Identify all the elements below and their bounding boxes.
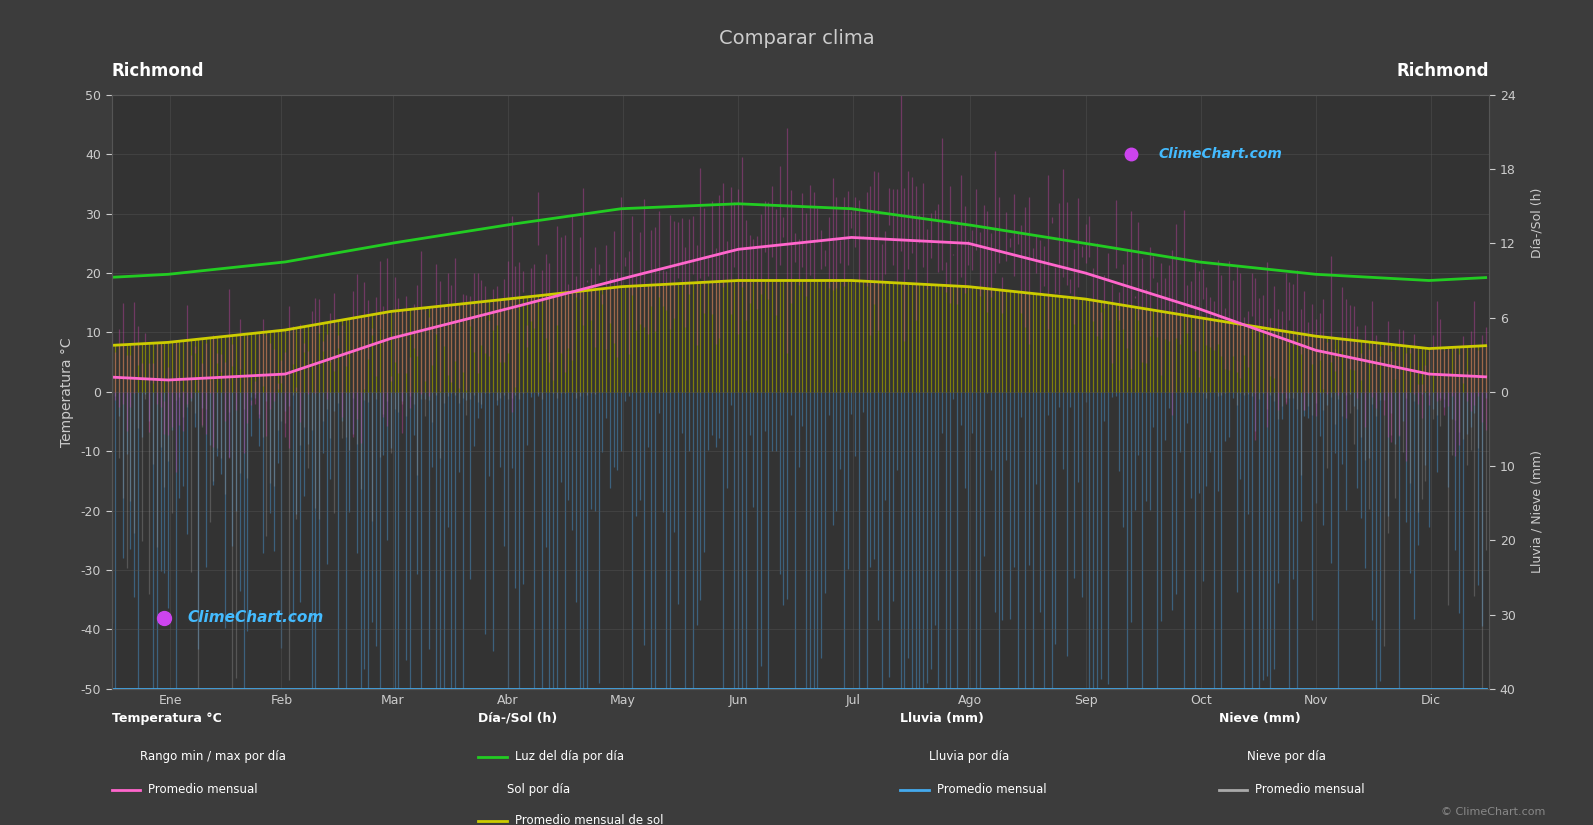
Text: ClimeChart.com: ClimeChart.com — [1158, 148, 1282, 161]
Text: Richmond: Richmond — [1397, 62, 1489, 80]
Text: Lluvia (mm): Lluvia (mm) — [900, 712, 984, 725]
Text: Sol por día: Sol por día — [507, 783, 570, 796]
Text: Lluvia / Nieve (mm): Lluvia / Nieve (mm) — [1531, 450, 1544, 573]
Text: Nieve (mm): Nieve (mm) — [1219, 712, 1300, 725]
Text: Promedio mensual: Promedio mensual — [148, 783, 258, 796]
Text: Rango min / max por día: Rango min / max por día — [140, 750, 287, 763]
Text: Nieve por día: Nieve por día — [1247, 750, 1327, 763]
Text: Luz del día por día: Luz del día por día — [515, 750, 623, 763]
Text: Promedio mensual: Promedio mensual — [1255, 783, 1365, 796]
Text: Promedio mensual de sol: Promedio mensual de sol — [515, 814, 663, 825]
Text: © ClimeChart.com: © ClimeChart.com — [1440, 807, 1545, 817]
Text: Día-/Sol (h): Día-/Sol (h) — [478, 712, 558, 725]
Text: Richmond: Richmond — [112, 62, 204, 80]
Text: Día-/Sol (h): Día-/Sol (h) — [1531, 187, 1544, 258]
Text: ClimeChart.com: ClimeChart.com — [188, 610, 323, 625]
Text: Lluvia por día: Lluvia por día — [929, 750, 1008, 763]
Text: Comparar clima: Comparar clima — [718, 29, 875, 48]
Text: Temperatura °C: Temperatura °C — [112, 712, 221, 725]
Y-axis label: Temperatura °C: Temperatura °C — [59, 337, 73, 446]
Text: Promedio mensual: Promedio mensual — [937, 783, 1047, 796]
